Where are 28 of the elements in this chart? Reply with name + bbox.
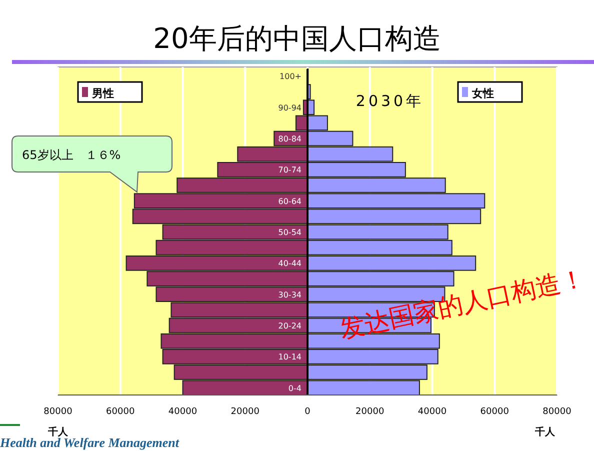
x-tick-label: 40000 xyxy=(168,407,198,417)
y-tick-label: 20-24 xyxy=(278,322,302,330)
annotation: 发达国家的人口构造！ xyxy=(337,264,588,344)
y-tick-label: 80-84 xyxy=(278,134,302,144)
y-tick-label: 0-4 xyxy=(288,384,302,393)
text: 2030年 xyxy=(356,92,424,110)
x-tick-label: 0 xyxy=(304,407,311,417)
y-tick-label: 90-94 xyxy=(278,103,302,112)
x-tick-label: 80000 xyxy=(44,407,73,417)
x-axis-title: 千人 xyxy=(47,426,69,438)
legend-label: 女性 xyxy=(471,87,494,100)
y-tick-label: 40-44 xyxy=(278,259,302,268)
x-tick-label: 80000 xyxy=(542,407,572,417)
x-tick-label: 40000 xyxy=(418,407,447,417)
y-tick-label: 70-74 xyxy=(278,166,302,175)
y-tick-label: 50-54 xyxy=(278,228,302,237)
x-tick-label: 20000 xyxy=(230,407,260,417)
legend-label: 男性 xyxy=(91,87,114,100)
x-tick-label: 20000 xyxy=(356,407,384,417)
annotation: 65岁以上 １６% xyxy=(22,148,121,162)
y-tick-label: 100+ xyxy=(280,72,302,82)
y-tick-label: 30-34 xyxy=(278,290,302,300)
x-tick-label: 60000 xyxy=(480,407,510,417)
chart-title: 20年后的中国人口构造 xyxy=(153,22,441,55)
y-tick-label: 60-64 xyxy=(278,196,302,206)
text: 千人 xyxy=(535,427,555,438)
y-tick-label: 10-14 xyxy=(278,352,302,362)
x-tick-label: 60000 xyxy=(106,407,135,417)
